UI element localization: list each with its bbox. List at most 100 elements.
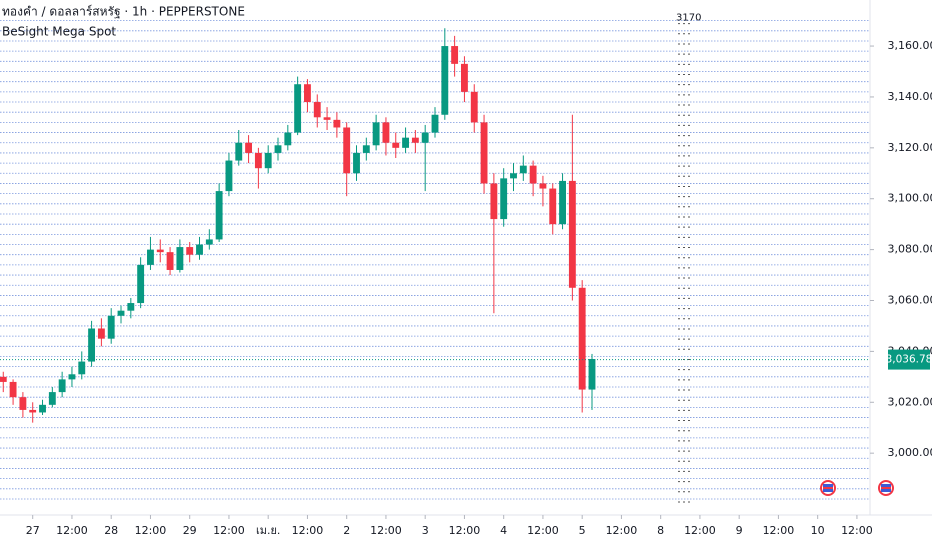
y-tick-label: 3,020.00 xyxy=(888,395,932,408)
candle-body xyxy=(254,152,262,169)
candle-body xyxy=(411,137,419,143)
levels xyxy=(0,20,870,503)
candle-body xyxy=(470,91,478,123)
candle-body xyxy=(68,374,76,380)
candle-body xyxy=(529,165,537,184)
y-tick-label: 3,120.00 xyxy=(888,141,932,154)
candle-body xyxy=(588,359,596,390)
x-tick-label: 12:00 xyxy=(135,524,167,537)
x-tick-label: 12:00 xyxy=(527,524,559,537)
candle-body xyxy=(9,381,17,398)
candle-body xyxy=(205,239,213,245)
candle-body xyxy=(539,183,547,189)
candle-body xyxy=(39,404,46,413)
y-tick-label: 3,100.00 xyxy=(888,192,932,205)
x-tick-label: 4 xyxy=(500,524,507,537)
candle-body xyxy=(107,315,115,339)
candle-body xyxy=(323,117,331,120)
candle-body xyxy=(313,102,321,118)
last-price-label: 3,036.78 xyxy=(886,354,932,366)
candle-body xyxy=(353,152,360,174)
candle-body xyxy=(29,409,37,413)
candle-body xyxy=(156,249,164,253)
x-tick-label: 27 xyxy=(26,524,40,537)
candle-body xyxy=(78,361,86,375)
candle-body xyxy=(461,63,468,92)
candle-body xyxy=(362,145,370,153)
x-tick-label: 9 xyxy=(736,524,743,537)
candle-body xyxy=(382,122,390,143)
x-tick-label: 12:00 xyxy=(606,524,638,537)
candle-body xyxy=(333,119,341,128)
candle-body xyxy=(58,379,66,393)
x-tick-label: 28 xyxy=(104,524,118,537)
candle-body xyxy=(490,183,498,220)
candle-body xyxy=(88,328,96,362)
candle-body xyxy=(166,252,174,270)
candle-body xyxy=(519,165,527,174)
candle-body xyxy=(392,142,400,148)
candle-body xyxy=(568,180,576,288)
x-tick-label: 12:00 xyxy=(841,524,873,537)
candle-body xyxy=(549,188,557,225)
x-tick-label: 12:00 xyxy=(370,524,402,537)
y-tick-label: 3,160.00 xyxy=(888,39,932,52)
candle-body xyxy=(500,178,508,220)
candle-body xyxy=(0,376,7,382)
x-tick-label: 12:00 xyxy=(292,524,324,537)
y-tick-label: 3,080.00 xyxy=(888,243,932,256)
y-tick-label: 3,140.00 xyxy=(888,90,932,103)
candle-body xyxy=(196,244,203,255)
x-tick-label: 12:00 xyxy=(763,524,795,537)
candle-body xyxy=(372,122,380,146)
candle-body xyxy=(245,142,253,153)
plot xyxy=(0,28,596,423)
x-tick-label: 3 xyxy=(422,524,429,537)
x-tick-label: 12:00 xyxy=(213,524,245,537)
y-tick-label: 3,060.00 xyxy=(888,294,932,307)
candle-body xyxy=(451,46,459,64)
chart-title: ทองคำ / ดอลลาร์สหรัฐ · 1h · PEPPERSTONE xyxy=(2,5,245,19)
candle-body xyxy=(186,247,194,255)
x-tick-label: 2 xyxy=(343,524,350,537)
candle-body xyxy=(235,142,243,161)
candle-body xyxy=(578,287,586,390)
candle-body xyxy=(343,127,351,174)
candle-body xyxy=(97,328,105,339)
candle-body xyxy=(48,392,56,405)
x-tick-label: เม.ย. xyxy=(256,524,280,537)
candle-body xyxy=(19,397,27,410)
x-tick-label: 12:00 xyxy=(449,524,481,537)
candle-body xyxy=(147,249,154,265)
level-label: 3170 xyxy=(676,13,701,24)
candle-body xyxy=(421,132,429,143)
last-price-box xyxy=(888,349,930,370)
x-tick-label: 8 xyxy=(657,524,664,537)
candle-body xyxy=(441,46,449,115)
candle-body xyxy=(402,137,409,148)
candle-body xyxy=(264,152,272,169)
x-tick-label: 10 xyxy=(811,524,825,537)
candle-body xyxy=(127,303,135,311)
y-tick-label: 3,000.00 xyxy=(888,446,932,459)
candle-body xyxy=(137,264,145,304)
candle-body xyxy=(176,247,184,270)
candle-body xyxy=(274,145,282,153)
event-flag xyxy=(878,480,894,496)
x-tick-label: 5 xyxy=(579,524,586,537)
candle-body xyxy=(284,132,292,146)
candle-body xyxy=(480,122,488,184)
candle-body xyxy=(215,191,223,240)
candle-body xyxy=(225,160,233,192)
candle-body xyxy=(510,173,517,179)
x-tick-label: 12:00 xyxy=(56,524,88,537)
candle-body xyxy=(559,180,566,225)
candle-body xyxy=(304,84,311,103)
candle-body xyxy=(294,84,302,133)
event-flag xyxy=(820,480,836,496)
candle-body xyxy=(431,114,439,133)
x-tick-label: 12:00 xyxy=(684,524,716,537)
x-tick-label: 29 xyxy=(183,524,197,537)
candle-body xyxy=(117,310,125,316)
